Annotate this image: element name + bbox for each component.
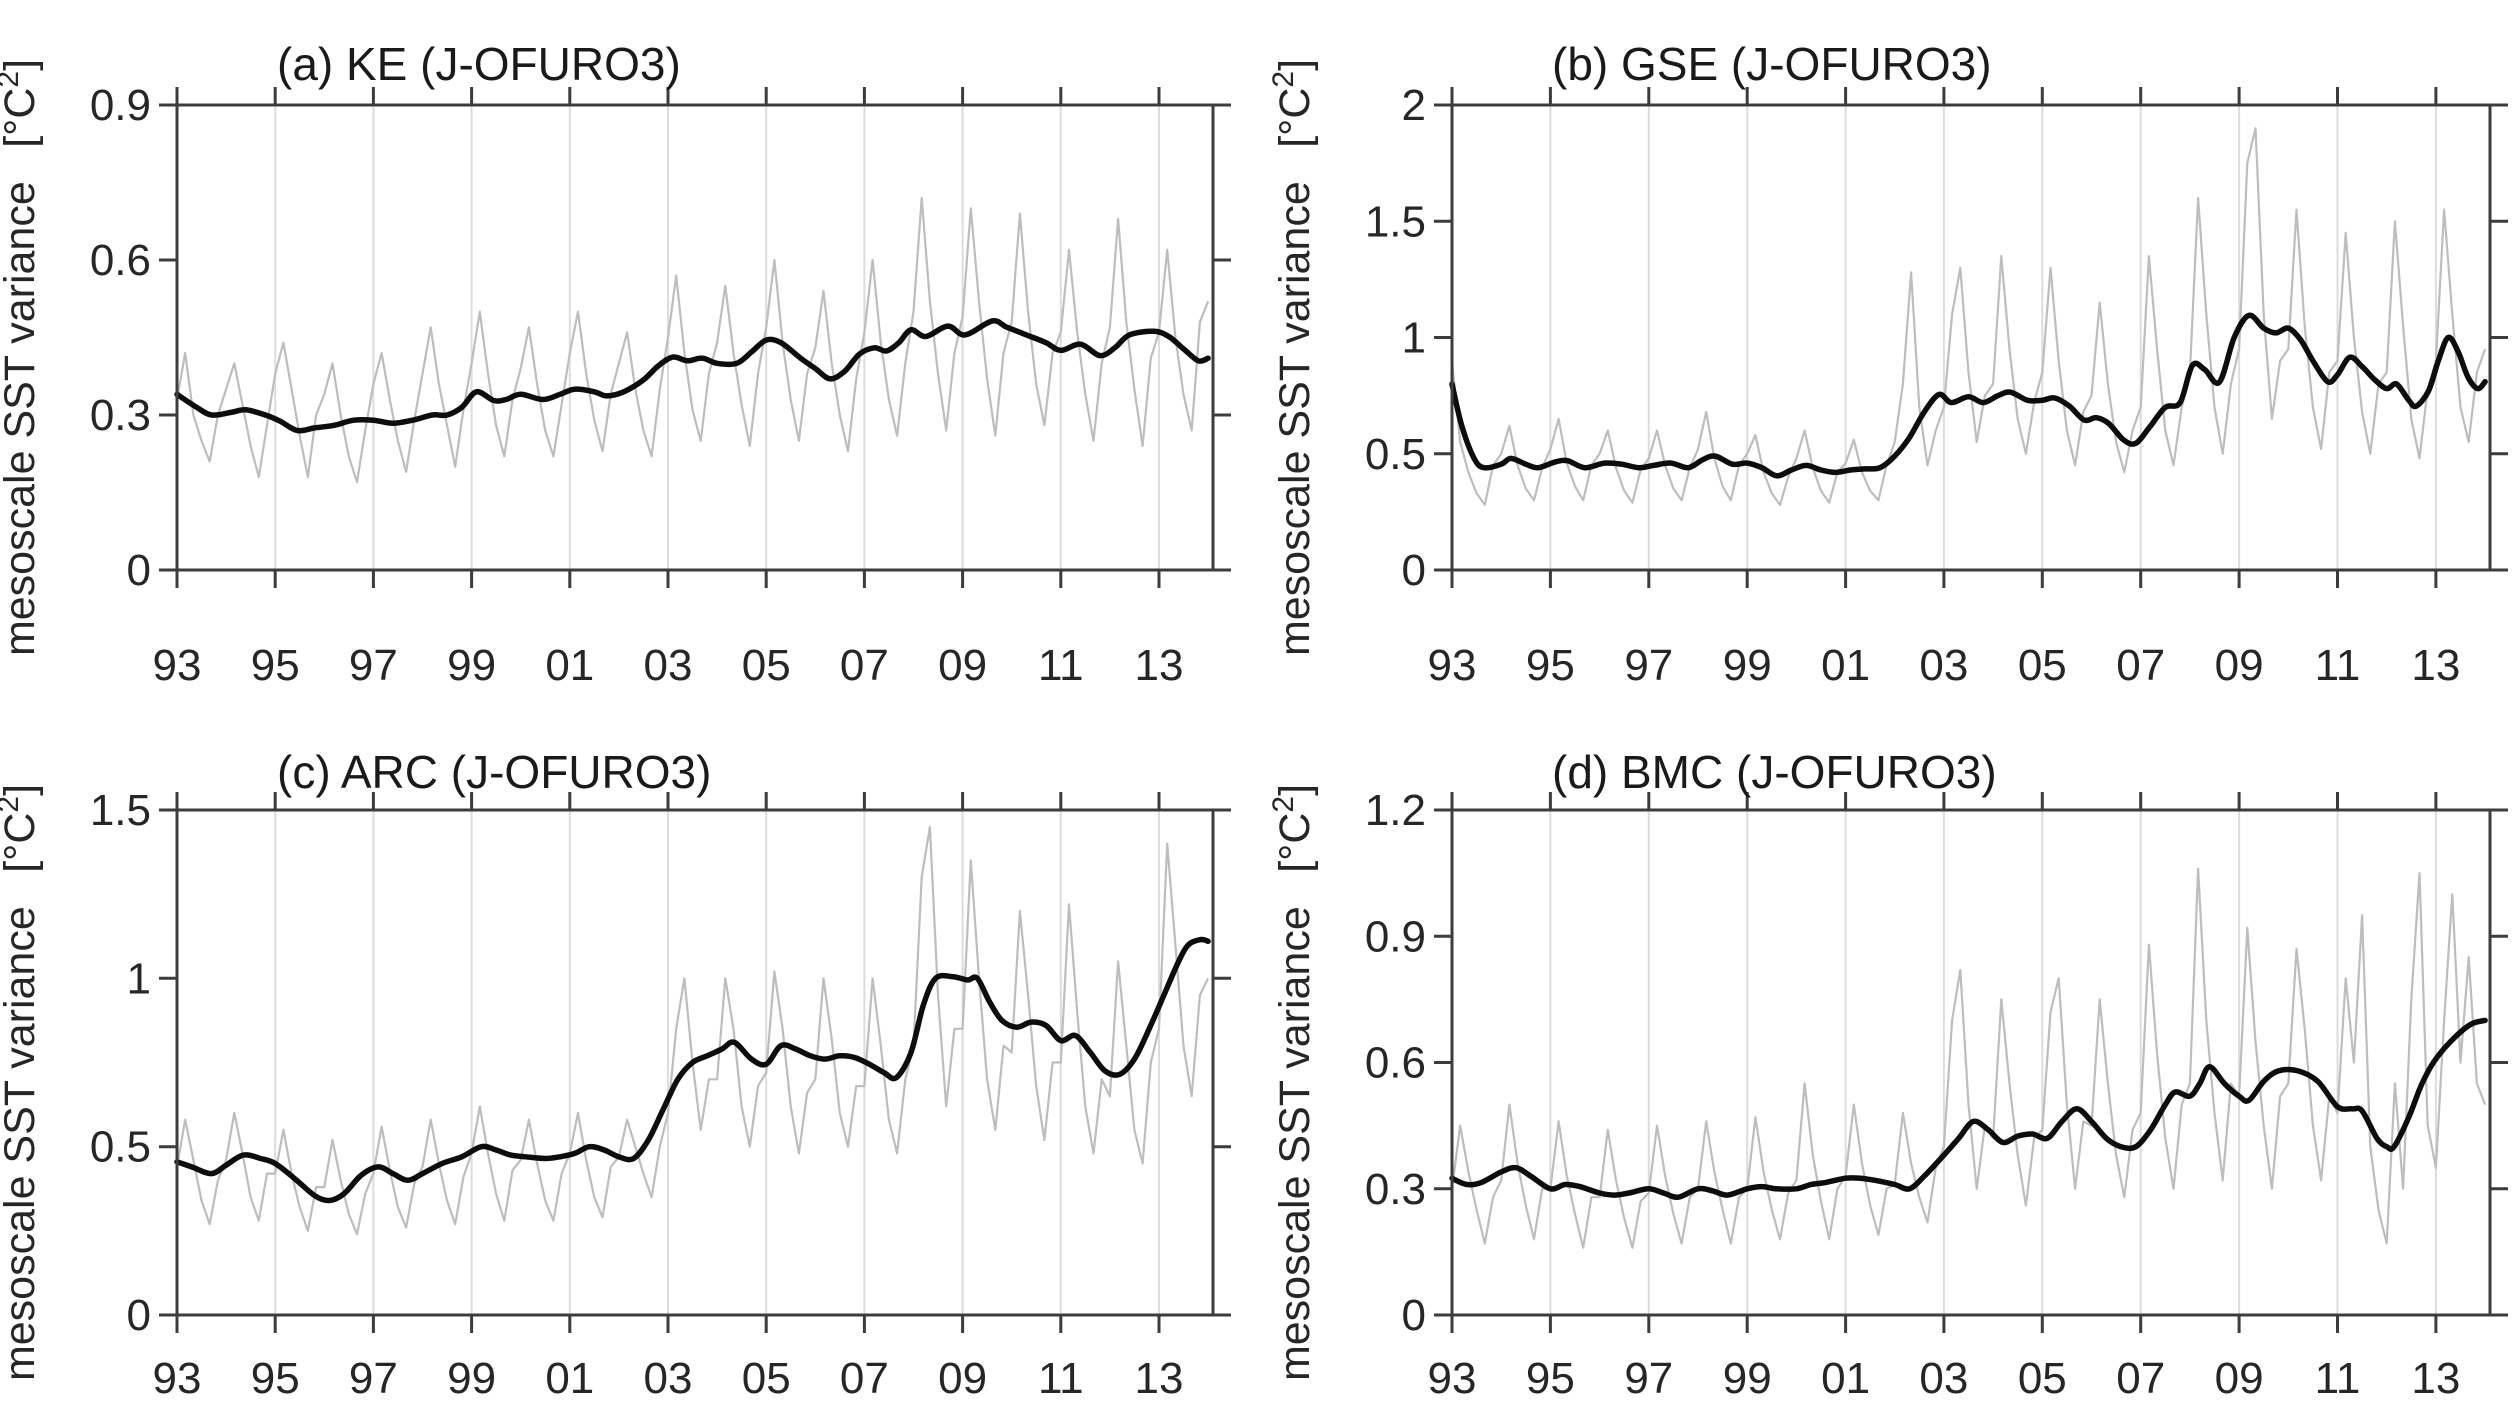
x-tick-label: 09: [2215, 641, 2264, 690]
panel-b-smooth-series: [1449, 312, 2488, 479]
x-tick-label: 11: [1038, 1354, 1084, 1403]
y-tick-label: 0.5: [90, 1123, 151, 1172]
x-tick-label: 07: [2116, 641, 2165, 690]
x-tick-label: 11: [2315, 641, 2361, 690]
y-tick-label: 1.5: [90, 786, 151, 835]
panel-b-ylabel: mesoscale SST variance [°C2]: [1267, 59, 1319, 656]
x-tick-label: 99: [1723, 641, 1772, 690]
x-tick-label: 13: [2411, 641, 2460, 690]
x-tick-label: 03: [644, 1354, 693, 1403]
x-tick-label: 13: [2411, 1354, 2460, 1403]
y-tick-label: 1: [1402, 314, 1426, 363]
panel-b-axes-box: [1450, 103, 2492, 572]
y-tick-label: 0.3: [90, 391, 151, 440]
x-tick-label: 09: [938, 641, 987, 690]
x-tick-label: 93: [153, 1354, 202, 1403]
y-tick-label: 0.3: [1365, 1165, 1426, 1214]
panel-b-ticks: [1434, 87, 2508, 588]
x-tick-label: 95: [251, 1354, 300, 1403]
panel-d-axes-box: [1450, 808, 2492, 1317]
x-tick-label: 05: [2018, 1354, 2067, 1403]
x-tick-label: 99: [447, 641, 496, 690]
x-tick-label: 07: [840, 1354, 889, 1403]
y-tick-label: 0: [127, 546, 151, 595]
x-tick-label: 01: [545, 1354, 594, 1403]
x-tick-label: 99: [447, 1354, 496, 1403]
panel-a-ticks: [159, 87, 1231, 588]
panel-a-axes-box: [175, 103, 1215, 572]
x-tick-label: 93: [1428, 1354, 1477, 1403]
y-tick-label: 0.5: [1365, 430, 1426, 479]
y-tick-label: 0: [1402, 546, 1426, 595]
y-tick-label: 1: [127, 954, 151, 1003]
x-tick-label: 93: [1428, 641, 1477, 690]
panel-b-raw-series: [1450, 127, 2487, 506]
panel-a-ylabel: mesoscale SST variance [°C2]: [0, 59, 44, 656]
y-tick-label: 1.5: [1365, 197, 1426, 246]
panel-c-ylabel: mesoscale SST variance [°C2]: [0, 784, 44, 1381]
x-tick-label: 95: [1526, 641, 1575, 690]
x-tick-label: 07: [2116, 1354, 2165, 1403]
x-tick-label: 09: [2215, 1354, 2264, 1403]
y-tick-label: 0: [127, 1291, 151, 1340]
x-tick-label: 03: [1919, 641, 1968, 690]
panel-c-axes-box: [175, 808, 1215, 1317]
x-tick-label: 97: [349, 641, 398, 690]
x-tick-label: 03: [644, 641, 693, 690]
panel-b: 93 95 97 99 01 03 05 07 09 11 13 0 0.5 1 1.5 2 (b) GSE (…: [1267, 38, 2508, 690]
x-tick-label: 13: [1135, 1354, 1184, 1403]
x-tick-label: 05: [742, 641, 791, 690]
panel-a-raw-series: [175, 196, 1210, 484]
panel-c-smooth-series: [174, 936, 1211, 1204]
x-tick-label: 05: [2018, 641, 2067, 690]
x-tick-label: 95: [1526, 1354, 1575, 1403]
panel-c-ticks: [159, 792, 1231, 1333]
x-tick-label: 01: [1821, 1354, 1870, 1403]
x-tick-label: 95: [251, 641, 300, 690]
panel-a-title: (a) KE (J-OFURO3): [277, 38, 681, 90]
x-tick-label: 11: [1038, 641, 1084, 690]
panel-b-title: (b) GSE (J-OFURO3): [1552, 38, 1992, 90]
x-tick-label: 05: [742, 1354, 791, 1403]
x-tick-label: 01: [1821, 641, 1870, 690]
x-tick-label: 97: [349, 1354, 398, 1403]
x-tick-label: 09: [938, 1354, 987, 1403]
x-tick-label: 11: [2315, 1354, 2361, 1403]
panel-c-title: (c) ARC (J-OFURO3): [277, 746, 711, 798]
panel-d-ylabel: mesoscale SST variance [°C2]: [1267, 784, 1319, 1381]
panel-d-smooth-series: [1449, 1017, 2488, 1201]
panel-d-gridlines: [1549, 810, 2437, 1315]
panel-a: 93 95 97 99 01 03 05 07 09 11 13 0 0.3 0.6 0.9 (a) KE (…: [0, 38, 1231, 690]
panel-c-gridlines: [274, 810, 1160, 1315]
panel-d-raw-series: [1450, 867, 2487, 1249]
panel-b-gridlines: [1549, 105, 2437, 570]
x-tick-label: 97: [1624, 641, 1673, 690]
y-tick-label: 2: [1402, 81, 1426, 130]
x-tick-label: 01: [545, 641, 594, 690]
y-tick-label: 0: [1402, 1291, 1426, 1340]
x-tick-label: 99: [1723, 1354, 1772, 1403]
x-tick-label: 13: [1135, 641, 1184, 690]
y-tick-label: 0.9: [1365, 912, 1426, 961]
panel-c: 93 95 97 99 01 03 05 07 09 11 13 0 0.5 1 1.5 (c) ARC (J…: [0, 746, 1231, 1403]
panel-d-ticks: [1434, 792, 2508, 1333]
x-tick-label: 93: [153, 641, 202, 690]
y-tick-label: 0.6: [90, 236, 151, 285]
x-tick-label: 97: [1624, 1354, 1673, 1403]
y-tick-label: 0.9: [90, 81, 151, 130]
x-tick-label: 03: [1919, 1354, 1968, 1403]
y-tick-label: 1.2: [1365, 786, 1426, 835]
panel-d-title: (d) BMC (J-OFURO3): [1552, 746, 1997, 798]
x-tick-label: 07: [840, 641, 889, 690]
panel-a-smooth-series: [174, 318, 1211, 434]
panel-d: 93 95 97 99 01 03 05 07 09 11 13 0 0.3 0.6 0.9 1.2 (d) B…: [1267, 746, 2508, 1403]
y-tick-label: 0.6: [1365, 1039, 1426, 1088]
